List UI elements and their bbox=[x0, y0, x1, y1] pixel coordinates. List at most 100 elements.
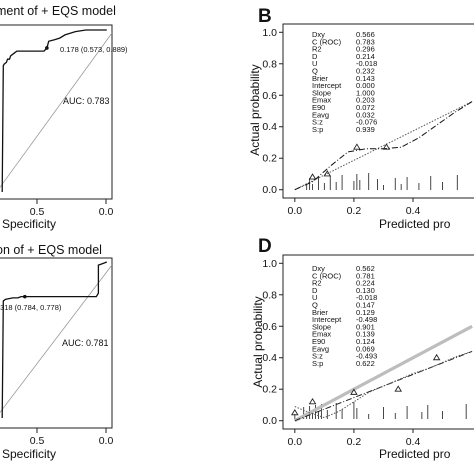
stat-value: 0.901 bbox=[356, 322, 375, 331]
panel-d-y-label: Actual probability bbox=[251, 296, 265, 387]
stat-value: 1.000 bbox=[356, 88, 375, 97]
panel-b-letter: B bbox=[258, 6, 272, 27]
stat-name: Slope bbox=[312, 88, 331, 97]
y-tick-label: 0.2 bbox=[262, 153, 277, 165]
stat-value: 0.203 bbox=[356, 96, 375, 105]
stat-value: -0.076 bbox=[356, 118, 377, 127]
stat-value: 0.783 bbox=[356, 37, 375, 46]
y-tick-label: 0.0 bbox=[262, 184, 277, 196]
y-tick-label: 0.2 bbox=[262, 384, 277, 396]
panel-d-calibration: D 0.0 0.2 0.4 0.6 0.8 1.0 0.0 0.2 0.4 Actual pro… bbox=[251, 236, 474, 461]
stat-value: -0.018 bbox=[356, 293, 377, 302]
stat-value: 0.000 bbox=[356, 81, 375, 90]
stat-name: Eavg bbox=[312, 110, 329, 119]
y-tick-label: 0.8 bbox=[262, 289, 277, 301]
x-tick-label: 0.0 bbox=[288, 205, 303, 217]
group-point bbox=[394, 385, 403, 392]
x-tick-label: 0.2 bbox=[347, 436, 362, 448]
stat-name: D bbox=[312, 52, 318, 61]
stat-name: Emax bbox=[312, 330, 331, 339]
stat-name: Brier bbox=[312, 308, 328, 317]
stat-value: 0.224 bbox=[356, 279, 375, 288]
panel-a-x-tick-05: 0.5 bbox=[30, 206, 45, 218]
y-tick-label: 0.6 bbox=[262, 90, 277, 102]
best-threshold-point bbox=[23, 294, 27, 299]
calibration-line-3 bbox=[294, 350, 473, 419]
best-threshold-point bbox=[45, 46, 49, 50]
roc-curve bbox=[1, 29, 107, 193]
x-tick-label: 0.4 bbox=[406, 436, 421, 448]
panel-a-roc: ment of + EQS model 0.178 (0.573, 0.889)… bbox=[0, 4, 128, 231]
stat-value: 0.566 bbox=[356, 30, 375, 39]
stat-name: R2 bbox=[312, 279, 322, 288]
y-tick-label: 0.4 bbox=[262, 352, 277, 364]
panel-c-x-label: Specificity bbox=[2, 447, 56, 461]
panel-c-title: on of + EQS model bbox=[0, 243, 102, 257]
stat-name: R2 bbox=[312, 45, 322, 54]
stat-name: Q bbox=[312, 67, 318, 76]
stat-name: S:p bbox=[312, 359, 323, 368]
stat-name: E90 bbox=[312, 103, 325, 112]
stat-value: 0.232 bbox=[356, 67, 375, 76]
stat-name: Emax bbox=[312, 96, 331, 105]
stat-value: 0.214 bbox=[356, 52, 375, 61]
y-tick-label: 0.0 bbox=[262, 415, 277, 427]
panel-a-title: ment of + EQS model bbox=[0, 4, 116, 18]
stat-value: 0.622 bbox=[356, 359, 375, 368]
panel-d-x-label: Predicted pro bbox=[379, 447, 451, 461]
stat-name: Dxy bbox=[312, 264, 325, 273]
x-tick-label: 0.0 bbox=[288, 436, 303, 448]
panel-c-best-point-label: .318 (0.784, 0.778) bbox=[0, 303, 62, 312]
stat-value: 0.562 bbox=[356, 264, 375, 273]
stat-name: E90 bbox=[312, 337, 325, 346]
group-point bbox=[432, 353, 441, 361]
y-tick-label: 1.0 bbox=[262, 258, 277, 270]
stat-name: D bbox=[312, 286, 318, 295]
y-tick-label: 0.6 bbox=[262, 321, 277, 333]
panel-c-x-tick-05: 0.5 bbox=[30, 435, 45, 447]
group-point bbox=[323, 170, 332, 177]
y-tick-label: 0.4 bbox=[262, 121, 277, 133]
panel-b-calibration: B 0.0 0.2 0.4 0.6 0.8 1.0 0.0 0.2 0.4 Actual pro… bbox=[248, 6, 474, 231]
panel-a-x-tick-00: 0.0 bbox=[99, 206, 114, 218]
group-point bbox=[308, 173, 317, 180]
stat-value: 0.147 bbox=[356, 301, 375, 310]
group-point bbox=[291, 408, 299, 416]
stat-value: -0.018 bbox=[356, 59, 377, 68]
stat-value: 0.139 bbox=[356, 330, 375, 339]
stat-value: 0.296 bbox=[356, 45, 375, 54]
group-point bbox=[350, 388, 358, 395]
panel-b-y-label: Actual probability bbox=[248, 64, 262, 155]
group-point bbox=[308, 397, 317, 405]
roc-curve bbox=[1, 261, 108, 419]
panel-c-frame bbox=[0, 257, 113, 429]
stat-name: Intercept bbox=[312, 81, 342, 90]
panel-c-x-tick-00: 0.0 bbox=[99, 435, 114, 447]
stat-name: C (ROC) bbox=[312, 37, 342, 46]
panel-c-auc-label: AUC: 0.781 bbox=[62, 338, 109, 348]
stat-value: -0.498 bbox=[356, 315, 377, 324]
group-point bbox=[382, 143, 391, 150]
stat-name: Q bbox=[312, 301, 318, 310]
stat-value: 0.939 bbox=[356, 125, 375, 134]
calibration-line-1 bbox=[294, 324, 473, 423]
panel-c-roc: on of + EQS model .318 (0.784, 0.778) AU… bbox=[0, 243, 113, 461]
group-point bbox=[353, 143, 361, 150]
stat-value: 0.124 bbox=[356, 337, 375, 346]
stat-value: 0.032 bbox=[356, 110, 375, 119]
stat-value: 0.072 bbox=[356, 103, 375, 112]
stat-name: Brier bbox=[312, 74, 328, 83]
stat-name: U bbox=[312, 59, 317, 68]
stat-name: S:z bbox=[312, 118, 323, 127]
panel-a-best-point-label: 0.178 (0.573, 0.889) bbox=[60, 45, 128, 54]
stat-name: S:p bbox=[312, 125, 323, 134]
stat-value: 0.069 bbox=[356, 344, 375, 353]
panel-a-x-label: Specificity bbox=[2, 217, 56, 231]
stat-name: S:z bbox=[312, 352, 323, 361]
stat-value: 0.130 bbox=[356, 286, 375, 295]
panel-a-auc-label: AUC: 0.783 bbox=[63, 96, 110, 106]
panel-d-letter: D bbox=[258, 236, 272, 257]
stat-value: 0.781 bbox=[356, 271, 375, 280]
x-tick-label: 0.2 bbox=[347, 205, 362, 217]
